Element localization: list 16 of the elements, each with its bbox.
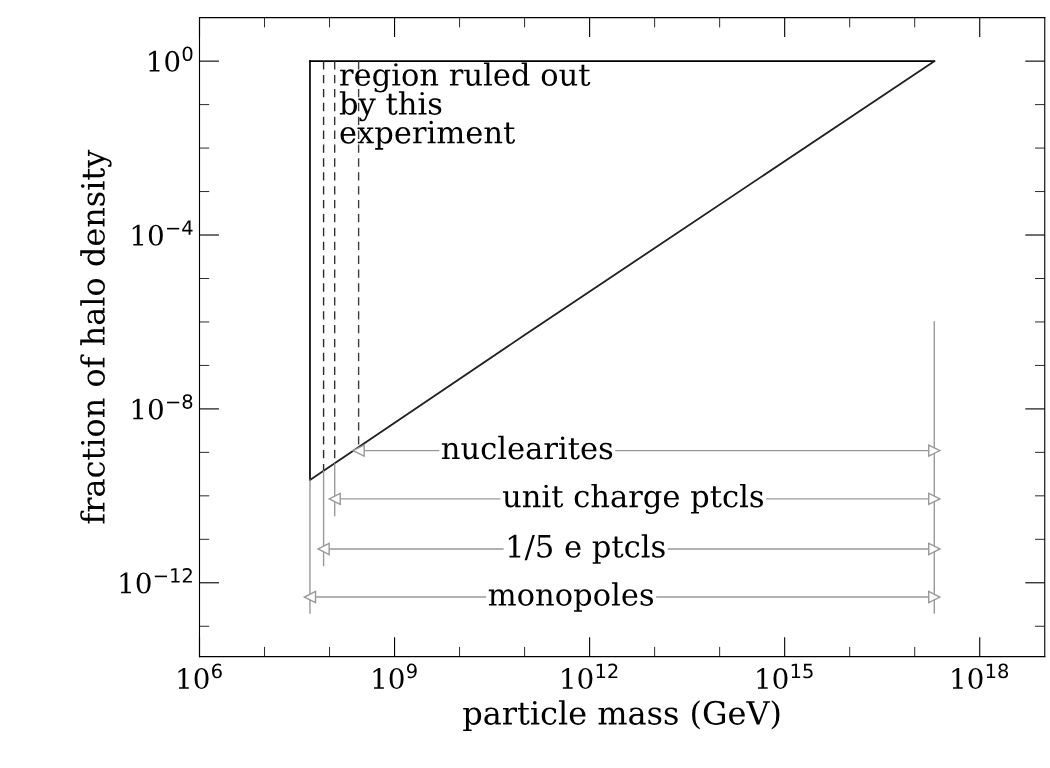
annotation: region ruled out by this experiment <box>339 62 591 150</box>
y-tick-label: 10$^{−8}$ <box>132 394 193 420</box>
annotation: nuclearites <box>441 435 613 460</box>
x-axis-title: particle mass (GeV) <box>463 700 780 732</box>
x-tick-label: 10$^{15}$ <box>757 663 813 690</box>
annotation: 1/5 e ptcls <box>508 534 665 564</box>
annotation: monopoles <box>488 582 654 612</box>
x-tick-label: 10$^{6}$ <box>178 663 222 690</box>
annotation: unit charge ptcls <box>502 483 763 514</box>
y-axis-title: fraction of halo density <box>80 149 112 524</box>
x-tick-label: 10$^{12}$ <box>562 663 618 690</box>
y-tick-label: 10$^{−4}$ <box>132 220 193 246</box>
x-tick-label: 10$^{9}$ <box>373 663 417 690</box>
y-tick-label: 10$^{−12}$ <box>120 568 192 594</box>
y-tick-label: 10$^{0}$ <box>149 46 193 72</box>
x-tick-label: 10$^{18}$ <box>952 663 1009 690</box>
